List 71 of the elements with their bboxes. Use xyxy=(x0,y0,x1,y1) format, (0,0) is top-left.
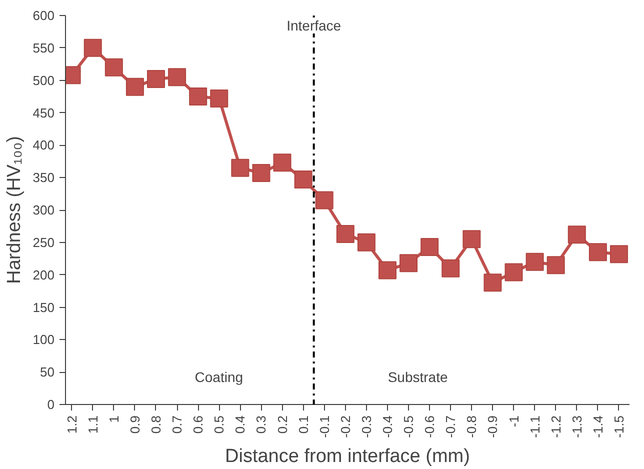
x-tick-label: 0.5 xyxy=(212,415,227,434)
y-tick-label: 0 xyxy=(47,397,55,412)
point xyxy=(84,38,102,57)
y-tick-label: 100 xyxy=(32,332,55,348)
y-tick-label: 50 xyxy=(40,364,55,380)
x-tick-label: 0.7 xyxy=(170,415,185,434)
point xyxy=(252,164,270,182)
x-tick-label: -0.4 xyxy=(380,415,395,438)
x-tick-label: -1 xyxy=(506,415,522,428)
point xyxy=(400,254,418,272)
x-axis-title: Distance from interface (mm) xyxy=(225,446,470,467)
x-tick-label: -0.8 xyxy=(464,415,480,438)
y-tick-label: 300 xyxy=(32,202,55,218)
x-tick-label: 1.1 xyxy=(85,415,100,434)
point xyxy=(420,238,439,256)
x-tick-label: -0.3 xyxy=(358,415,374,438)
point xyxy=(189,88,208,106)
point xyxy=(168,68,186,86)
x-tick-label: 1.2 xyxy=(64,415,80,434)
y-tick-label: 200 xyxy=(32,267,55,282)
x-tick-label: 0.6 xyxy=(190,415,206,434)
x-tick-label: -0.6 xyxy=(422,415,438,438)
y-tick-label: 350 xyxy=(32,170,55,186)
x-tick-label: 0.1 xyxy=(296,415,311,434)
point xyxy=(526,252,544,271)
point xyxy=(104,58,123,76)
x-tick-label: 0.9 xyxy=(127,415,142,434)
point xyxy=(294,170,312,189)
point xyxy=(484,274,502,292)
point xyxy=(546,256,565,274)
x-tick-label: -0.2 xyxy=(338,415,353,438)
annotation: Substrate xyxy=(388,369,448,386)
point xyxy=(504,263,523,282)
x-tick-label: -1.2 xyxy=(548,415,564,438)
y-tick-label: 250 xyxy=(32,234,55,250)
x-tick-label: -1.1 xyxy=(527,415,542,438)
point xyxy=(315,191,334,210)
point xyxy=(336,224,354,243)
x-tick-label: -1.4 xyxy=(590,415,606,438)
point xyxy=(231,158,250,177)
point xyxy=(273,154,292,172)
point xyxy=(588,243,607,262)
x-tick-label: -1.3 xyxy=(569,415,584,438)
x-tick-label: -0.7 xyxy=(443,415,458,438)
x-tick-label: 0.2 xyxy=(274,415,290,434)
x-tick-label: -0.9 xyxy=(485,415,500,438)
point xyxy=(610,245,628,264)
x-tick-label: 0.3 xyxy=(254,415,269,434)
annotation: Coating xyxy=(194,369,244,386)
y-tick-label: 400 xyxy=(32,138,55,153)
y-tick-label: 600 xyxy=(32,8,55,23)
y-tick-label: 450 xyxy=(32,105,55,120)
y-tick-label: 500 xyxy=(32,72,55,88)
point xyxy=(357,233,376,252)
x-tick-label: -0.5 xyxy=(401,415,416,438)
annotation: Interface xyxy=(286,18,342,34)
point xyxy=(442,259,460,278)
y-tick-label: 150 xyxy=(32,300,55,315)
x-tick-label: 1 xyxy=(106,415,122,423)
x-tick-label: 0.4 xyxy=(232,415,248,434)
point xyxy=(462,230,481,248)
point xyxy=(378,261,396,280)
x-tick-label: -1.5 xyxy=(611,415,626,438)
y-axis-title: Hardness (HV₁₀₀) xyxy=(4,136,25,284)
point xyxy=(568,226,586,244)
x-tick-label: -0.1 xyxy=(316,415,332,438)
x-tick-label: 0.8 xyxy=(148,415,164,434)
point xyxy=(146,70,165,88)
point xyxy=(126,78,144,96)
y-tick-label: 550 xyxy=(32,40,55,56)
point xyxy=(210,89,228,108)
